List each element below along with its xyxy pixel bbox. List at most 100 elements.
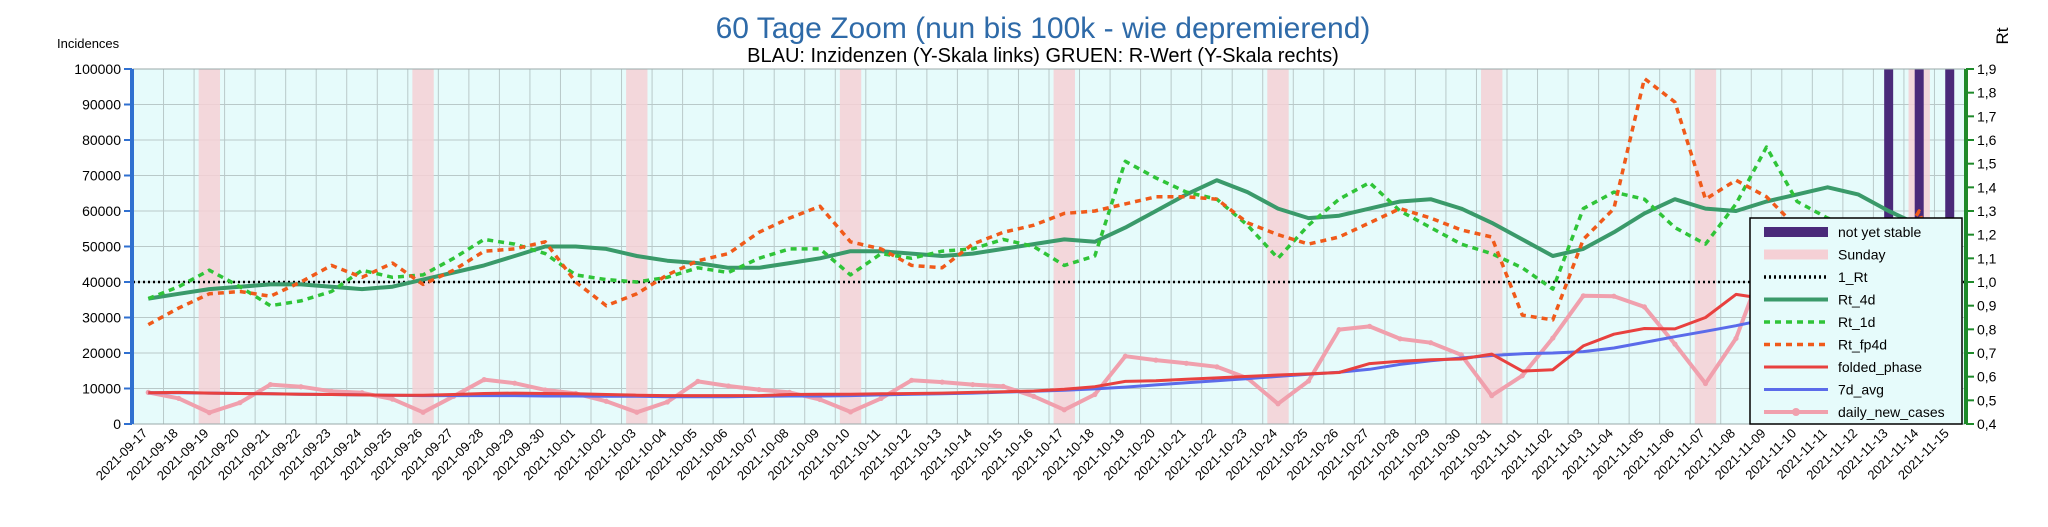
point-daily-new-cases (939, 379, 945, 385)
left-tick-label: 40000 (82, 274, 121, 290)
sunday-band (1053, 69, 1075, 424)
point-daily-new-cases (389, 396, 396, 402)
legend-label: daily_new_cases (1838, 404, 1945, 420)
left-tick-label: 60000 (82, 203, 121, 219)
left-tick-label: 80000 (82, 132, 121, 148)
point-daily-new-cases (206, 410, 212, 416)
point-daily-new-cases (512, 380, 518, 386)
sunday-band (1694, 69, 1717, 424)
point-daily-new-cases (267, 381, 273, 388)
left-tick-label: 20000 (82, 345, 121, 361)
point-daily-new-cases (1489, 393, 1495, 399)
point-daily-new-cases (634, 409, 640, 415)
point-daily-new-cases (1153, 357, 1159, 363)
plot-area: 0 10000 20000 30000 40000 50000 60000 70000 8000… (74, 61, 1996, 483)
point-daily-new-cases (1550, 335, 1556, 341)
series-line-Rt_4d (147, 178, 1951, 301)
point-daily-new-cases (1275, 401, 1281, 407)
left-tick-label: 10000 (82, 381, 121, 397)
legend-label: folded_phase (1838, 359, 1922, 375)
point-daily-new-cases (1214, 364, 1220, 370)
chart-subtitle: BLAU: Inzidenzen (Y-Skala links) GRUEN: … (747, 45, 1339, 67)
legend-label: Sunday (1838, 247, 1885, 263)
point-daily-new-cases (1672, 341, 1678, 347)
right-tick-label: 0,7 (1977, 345, 1997, 361)
right-tick-label: 1,6 (1977, 132, 1997, 148)
legend-label: Rt_1d (1838, 314, 1875, 330)
left-axis-label: Incidences (57, 36, 120, 51)
point-daily-new-cases (176, 395, 182, 402)
point-daily-new-cases (664, 399, 670, 405)
right-tick-label: 1,4 (1977, 179, 1997, 195)
legend-label: 1_Rt (1838, 269, 1868, 285)
legend-label: not yet stable (1838, 224, 1921, 240)
sunday-band (1267, 69, 1289, 424)
sunday-band (839, 69, 862, 424)
legend-swatch-marker (1792, 408, 1800, 416)
right-tick-label: 1,2 (1977, 227, 1997, 243)
point-daily-new-cases (1183, 360, 1189, 366)
point-daily-new-cases (725, 383, 732, 389)
right-tick-label: 0,5 (1977, 392, 1997, 408)
series-line-folded_phase (148, 291, 1951, 398)
left-tick-label: 90000 (82, 97, 121, 113)
sunday-band (198, 69, 221, 424)
series-line-Rt_1d (147, 145, 1951, 308)
point-daily-new-cases (817, 396, 823, 403)
point-daily-new-cases (878, 395, 884, 402)
point-daily-new-cases (1702, 380, 1709, 387)
point-daily-new-cases (1428, 340, 1434, 346)
point-daily-new-cases (603, 398, 609, 404)
point-daily-new-cases (909, 377, 915, 383)
series-line-Rt_fp4d (147, 76, 1952, 327)
legend-label: Rt_4d (1838, 292, 1875, 308)
point-daily-new-cases (481, 377, 487, 383)
point-daily-new-cases (328, 388, 335, 394)
point-daily-new-cases (756, 386, 762, 393)
left-tick-label: 50000 (82, 239, 121, 255)
legend-swatch (1764, 227, 1828, 237)
legend-label: Rt_fp4d (1838, 337, 1887, 353)
point-daily-new-cases (298, 384, 304, 390)
legend-swatch (1764, 249, 1828, 260)
point-daily-new-cases (1641, 304, 1647, 310)
left-tick-label: 30000 (82, 310, 121, 326)
left-tick-label: 100000 (74, 61, 121, 77)
left-tick-label: 70000 (82, 168, 121, 184)
point-daily-new-cases (1305, 378, 1312, 384)
right-tick-label: 0,6 (1977, 369, 1997, 385)
right-tick-label: 1,5 (1977, 156, 1997, 172)
point-daily-new-cases (695, 378, 701, 384)
right-tick-label: 0,4 (1977, 416, 1997, 432)
right-tick-label: 0,9 (1977, 298, 1997, 314)
point-daily-new-cases (1611, 293, 1617, 299)
sunday-band (1481, 69, 1503, 424)
right-tick-label: 1,1 (1977, 250, 1997, 266)
point-daily-new-cases (1122, 353, 1128, 359)
right-tick-label: 1,0 (1977, 274, 1997, 290)
right-tick-label: 1,9 (1977, 61, 1997, 77)
right-tick-label: 1,7 (1977, 108, 1997, 124)
point-daily-new-cases (1733, 335, 1739, 342)
right-tick-label: 1,8 (1977, 85, 1997, 101)
point-daily-new-cases (1031, 393, 1037, 399)
point-daily-new-cases (1397, 336, 1403, 342)
series-line-daily_new_cases (147, 240, 1951, 415)
left-tick-label: 0 (113, 416, 121, 432)
legend-label: 7d_avg (1838, 382, 1884, 398)
chart-title: 60 Tage Zoom (nun bis 100k - wie depremi… (716, 12, 1371, 45)
right-axis-label: Rt (1993, 27, 2012, 44)
point-daily-new-cases (542, 387, 548, 393)
point-daily-new-cases (1458, 352, 1464, 358)
point-daily-new-cases (237, 400, 243, 406)
legend: not yet stable Sunday 1_Rt Rt_4d Rt_1d Rt_fp4… (1749, 217, 1963, 425)
point-daily-new-cases (1580, 293, 1586, 299)
point-daily-new-cases (1519, 373, 1525, 379)
point-daily-new-cases (1061, 407, 1067, 413)
point-daily-new-cases (1092, 391, 1098, 398)
point-daily-new-cases (1367, 323, 1373, 329)
point-daily-new-cases (970, 381, 976, 388)
sunday-band (626, 69, 648, 424)
right-tick-label: 0,8 (1977, 321, 1997, 337)
